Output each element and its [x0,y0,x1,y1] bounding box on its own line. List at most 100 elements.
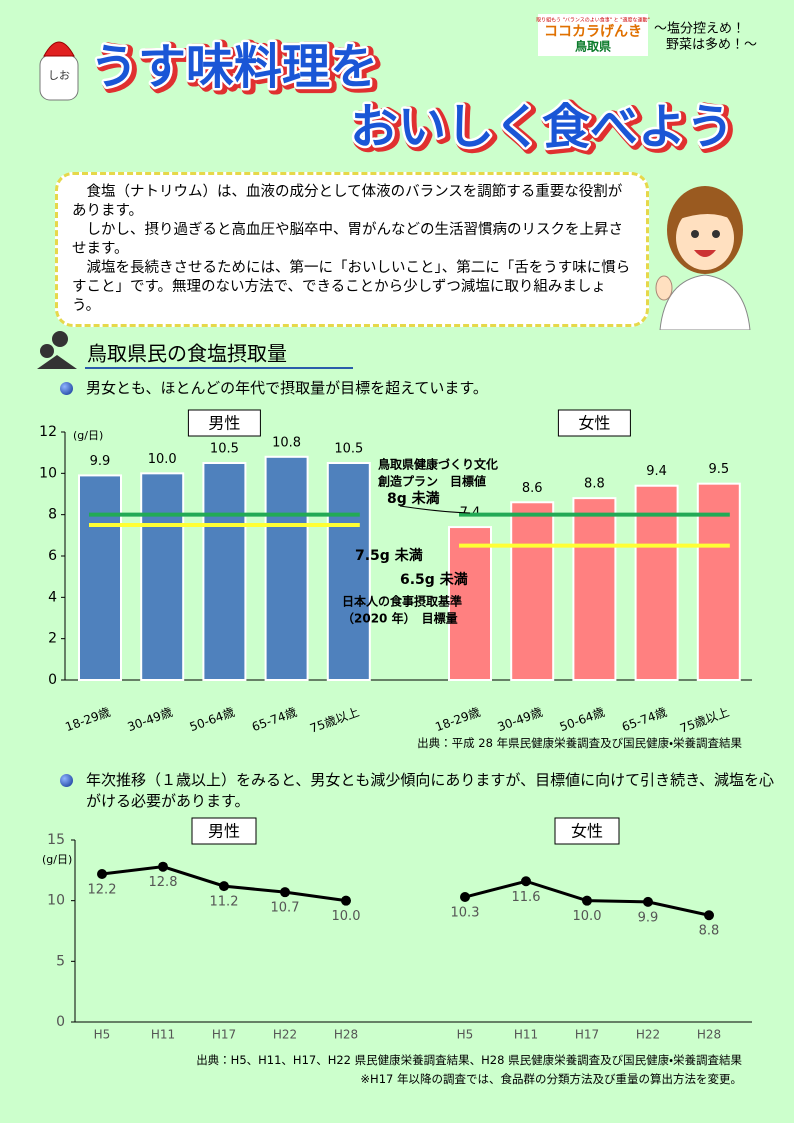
panel-label-box [187,409,261,437]
bullet-text: 年次推移（１歳以上）をみると、男女とも減少傾向にありますが、目標値に向けて引き続… [58,770,776,812]
x-tick-label: 75歳以上 [678,705,731,736]
character [655,186,751,330]
intro-paragraph: 減塩を長続きさせるためには、第一に「おいしいこと」、第二に「舌をうす味に慣らすこ… [72,260,631,314]
value-label: 12.2 [88,882,117,897]
bar [264,455,309,681]
title-line: おいしく食べよう [350,99,734,155]
value-label: 10.0 [332,909,361,924]
value-label: 8.8 [584,477,605,492]
y-tick-label: 8 [48,507,57,523]
annotation-arrow [399,505,471,514]
title-shadow: おいしく食べよう [353,101,737,157]
target-value-label: 6.5g 未満 [400,571,468,588]
x-tick-label: 30-49歳 [126,705,175,734]
y-tick-label: 2 [48,631,57,647]
value-label: 10.3 [451,906,480,921]
y-tick-label: 6 [48,548,57,564]
bar [202,462,247,681]
point [97,868,107,879]
shaker-label: しお [48,69,70,82]
x-tick-label: H22 [273,1028,297,1042]
bar-chart: (g/日) 0 2 4 6 8 10 12 男性 9.9 18-29歳 10.0 30-49歳 10.5 5… [39,409,752,736]
x-tick-label: 50-64歳 [558,705,607,734]
point [341,895,351,906]
logo-pref: 鳥取県 [575,39,611,54]
value-label: 10.0 [573,909,602,924]
y-unit: (g/日) [42,853,72,866]
point [582,895,592,906]
intro-paragraph: しかし、摂り過ぎると高血圧や脳卒中、胃がんなどの生活習慣病のリスクを上昇させます… [72,222,623,257]
y-tick-label: 5 [56,953,65,969]
section-heading: 鳥取県民の食塩摂取量 [37,331,353,369]
y-tick-label: 12 [39,424,57,440]
line-chart: (g/日) 0 5 10 15 男性 12.2 H5 12.8 H11 11.2 H17 10.7 H22… [42,817,752,1042]
value-label: 10.5 [210,442,239,457]
bar [140,472,185,682]
panel-label-box [191,817,257,845]
point [643,896,653,907]
x-tick-label: H22 [636,1028,660,1042]
x-tick-label: 65-74歳 [620,705,669,734]
x-tick-label: H11 [151,1028,175,1042]
title-shadow: うす味料理を [93,41,381,97]
x-tick-label: H17 [212,1028,236,1042]
point [158,861,168,872]
target-label: 創造プラン 目標値 [377,474,486,489]
motto-line: 〜塩分控えめ！ [654,21,745,37]
source: ※H17 年以降の調査では、食品群の分類方法及び重量の算出方法を変更。 [360,1072,742,1086]
header: しお うす味料理を うす味料理を おいしく食べよう おいしく食べよう 取り組もう… [39,14,757,162]
bar [510,501,555,682]
panel-label-box [554,817,620,845]
value-label: 10.7 [271,901,300,916]
value-label: 9.9 [90,454,111,469]
value-label: 8.6 [522,481,543,496]
value-label: 8.8 [699,924,720,939]
x-tick-label: 18-29歳 [433,705,482,734]
x-tick-label: 18-29歳 [63,705,112,734]
value-label: 11.2 [210,895,239,910]
x-tick-label: H11 [514,1028,538,1042]
intro-box: 食塩（ナトリウム）は、血液の成分として体液のバランスを調節する重要な役割がありま… [55,172,649,327]
legend-label: 女性 [578,414,610,433]
y-tick-label: 0 [48,672,57,688]
value-label: 12.8 [149,875,178,890]
logo-box [538,14,648,56]
x-tick-label: H28 [334,1028,358,1042]
value-label: 10.5 [334,442,363,457]
legend-label: 女性 [571,822,603,841]
bullet-text: 男女とも、ほとんどの年代で摂取量が目標を超えています。 [58,378,786,399]
legend-label: 男性 [208,414,240,433]
logo-name: ココカラげんき [544,24,642,40]
intro-paragraph: 食塩（ナトリウム）は、血液の成分として体液のバランスを調節する重要な役割がありま… [72,184,623,219]
point [704,910,714,921]
value-label: 9.4 [646,464,667,479]
value-label: 9.5 [708,462,729,477]
target-value-label: 7.5g 未満 [355,547,423,564]
point [280,887,290,898]
source: 出典：H5、H11、H17、H22 県民健康栄養調査結果、H28 県民健康栄養調… [196,1053,742,1067]
y-tick-label: 10 [47,893,65,909]
y-unit: (g/日) [73,429,103,442]
x-tick-label: H5 [457,1028,474,1042]
value-label: 11.6 [512,890,541,905]
source: 出典：平成 28 年県民健康栄養調査及び国民健康・栄養調査結果 [417,736,742,750]
bar [326,462,371,681]
bar [448,526,492,681]
x-tick-label: 65-74歳 [250,705,299,734]
y-tick-label: 15 [47,832,65,848]
target-value-label: 8g 未満 [387,490,440,507]
y-tick-label: 4 [48,589,57,605]
point [460,892,470,903]
x-tick-label: 50-64歳 [188,705,237,734]
x-tick-label: 30-49歳 [496,705,545,734]
motto-line: 野菜は多め！〜 [666,38,757,53]
x-tick-label: H5 [94,1028,111,1042]
value-label: 9.9 [638,910,659,925]
y-tick-label: 10 [39,465,57,481]
logo-tagline: 取り組もう "バランスのよい食事" と "適度な運動" [536,17,650,24]
value-label: 10.0 [148,452,177,467]
bar [572,497,617,681]
panel-label-box [557,409,631,437]
section-title: 鳥取県民の食塩摂取量 [87,342,287,366]
